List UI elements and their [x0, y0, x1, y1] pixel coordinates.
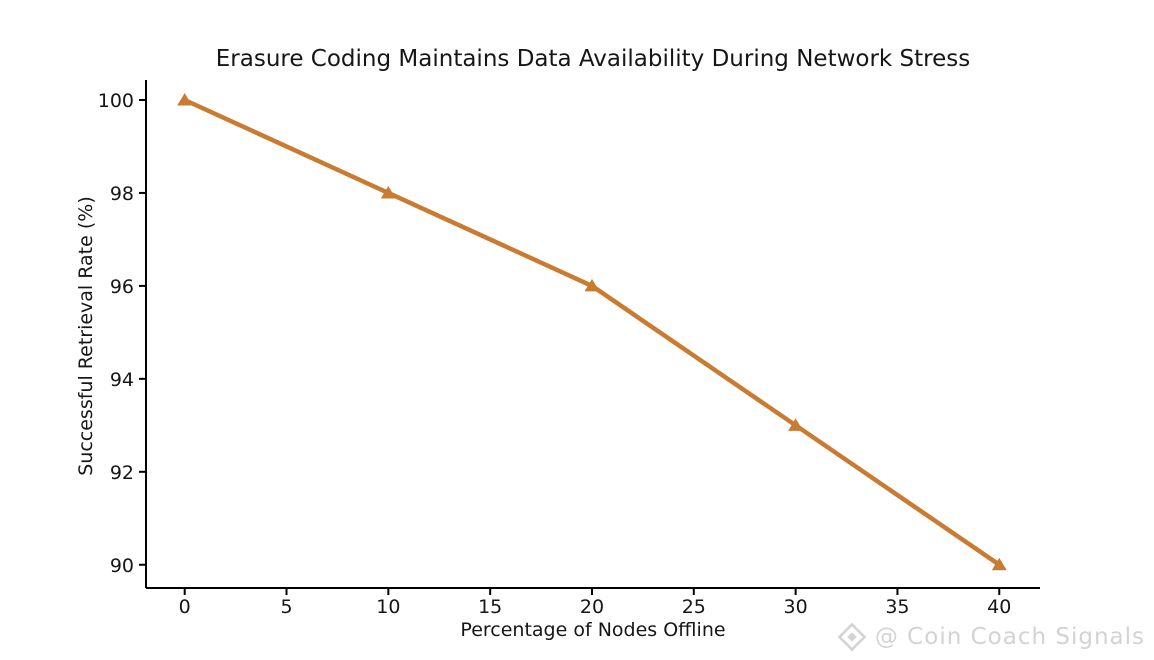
- y-tick-label: 92: [110, 462, 134, 484]
- y-tick-label: 94: [110, 369, 134, 391]
- x-tick-label: 10: [376, 596, 400, 618]
- y-tick-label: 100: [98, 90, 134, 112]
- y-tick-label: 96: [110, 276, 134, 298]
- x-tick-label: 35: [885, 596, 909, 618]
- x-tick-label: 0: [179, 596, 191, 618]
- x-axis-label: Percentage of Nodes Offline: [460, 619, 726, 641]
- x-tick-label: 15: [478, 596, 502, 618]
- x-tick-label: 20: [580, 596, 604, 618]
- data-line: [182, 97, 1002, 568]
- data-point-marker: [177, 92, 193, 106]
- data-point-marker: [991, 557, 1007, 571]
- chart-title: Erasure Coding Maintains Data Availabili…: [215, 46, 971, 72]
- y-tick-label: 90: [110, 555, 134, 577]
- diamond-logo-icon: [837, 622, 867, 652]
- x-tick-label: 5: [280, 596, 292, 618]
- x-tick-label: 30: [784, 596, 808, 618]
- data-point-marker: [584, 278, 600, 292]
- watermark-text: @ Coin Coach Signals: [874, 624, 1145, 650]
- data-point-marker: [380, 185, 396, 199]
- x-tick-label: 25: [682, 596, 706, 618]
- y-axis-label: Successful Retrieval Rate (%): [75, 196, 97, 476]
- y-tick-label: 98: [110, 183, 134, 205]
- data-point-marker: [788, 418, 804, 431]
- watermark: @ Coin Coach Signals: [837, 622, 1145, 652]
- x-tick-label: 40: [987, 596, 1011, 618]
